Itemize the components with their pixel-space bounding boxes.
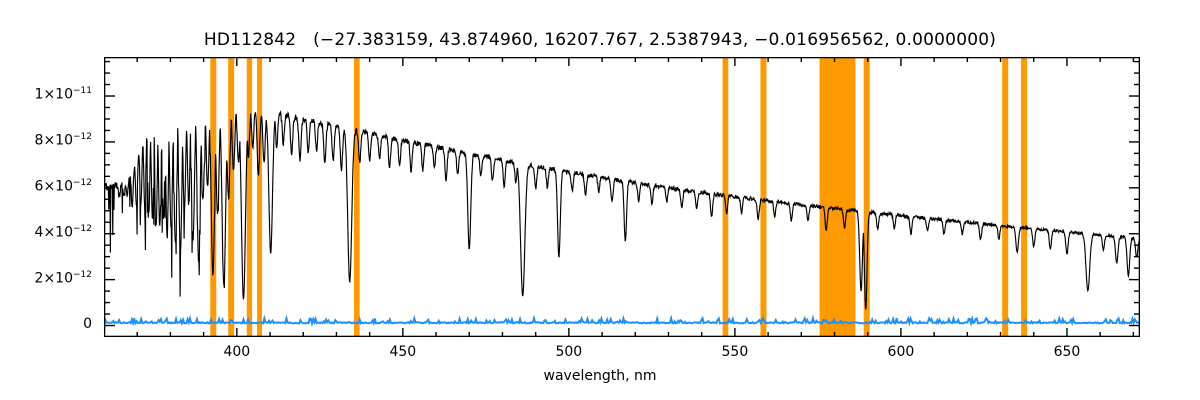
x-tick-label: 650 — [1053, 344, 1081, 360]
masked-band — [819, 57, 856, 337]
y-tick-exponent: −12 — [73, 131, 92, 142]
y-tick-label: 2×10−12 — [0, 269, 92, 287]
y-tick-label: 0 — [83, 315, 92, 332]
y-tick-exponent: −12 — [73, 269, 92, 280]
y-tick-exponent: −12 — [73, 223, 92, 234]
y-tick-label: 1×10−11 — [0, 87, 92, 102]
x-tick-label: 500 — [555, 344, 583, 360]
spectrum-svg — [104, 57, 1140, 337]
page-title: HD112842 (−27.383159, 43.874960, 16207.7… — [203, 30, 997, 50]
axis-frame-group — [104, 57, 1140, 337]
y-tick-mantissa: 2×10 — [34, 270, 73, 287]
x-tick-label: 400 — [223, 344, 251, 360]
y-tick-mantissa: 1×10 — [34, 86, 73, 103]
masked-band — [863, 57, 870, 337]
masked-band — [257, 57, 263, 337]
x-tick-label: 600 — [887, 344, 915, 360]
flux-series-group — [104, 110, 1140, 310]
masked-band — [1021, 57, 1028, 337]
error-series-line — [104, 314, 1140, 328]
y-tick-exponent: −11 — [73, 86, 92, 97]
masked-band-group — [210, 57, 1028, 337]
flux-spectrum-line — [104, 110, 1140, 310]
masked-band — [228, 57, 235, 337]
masked-band — [760, 57, 767, 337]
masked-band — [246, 57, 253, 337]
error-series-group — [104, 314, 1140, 328]
x-axis-label: wavelength, nm — [543, 368, 657, 384]
masked-band — [1002, 57, 1009, 337]
axis-frame — [104, 57, 1140, 337]
y-tick-mantissa: 6×10 — [34, 178, 73, 195]
masked-band — [354, 57, 360, 337]
y-tick-mantissa: 4×10 — [34, 224, 73, 241]
y-tick-label: 6×10−12 — [0, 177, 92, 195]
y-tick-exponent: −12 — [73, 177, 92, 188]
y-tick-mantissa: 8×10 — [34, 132, 73, 149]
masked-band — [722, 57, 729, 337]
masked-band — [210, 57, 217, 337]
y-tick-label: 4×10−12 — [0, 223, 92, 241]
plot-canvas — [104, 57, 1140, 337]
x-tick-label: 450 — [389, 344, 417, 360]
x-tick-label: 550 — [721, 344, 749, 360]
y-tick-label: 8×10−12 — [0, 131, 92, 149]
